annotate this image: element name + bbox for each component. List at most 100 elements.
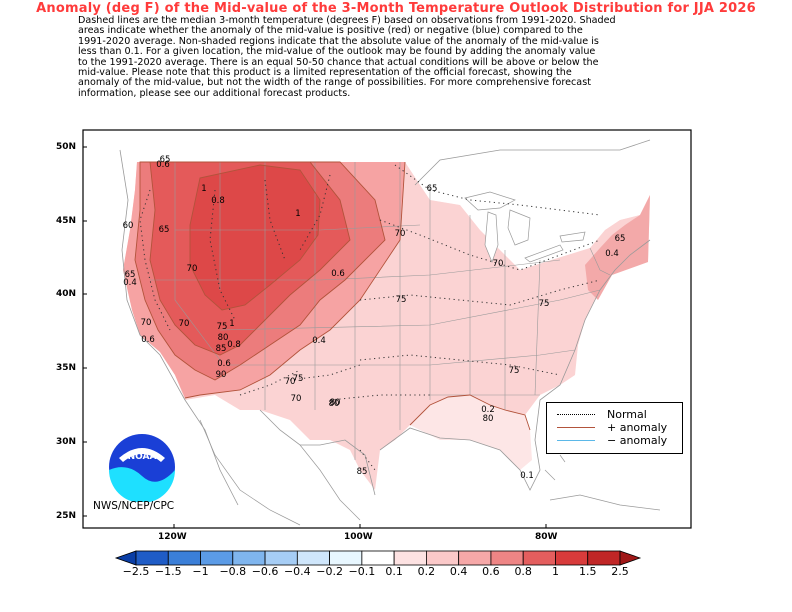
- colorbar-tick-label: 0.6: [482, 565, 500, 578]
- normal-contour-label: 75: [396, 295, 407, 305]
- contour-labels: 6565707570707075808580756560657065707580…: [123, 155, 626, 481]
- coastline: [119, 139, 651, 506]
- colorbar-tick-label: 0.2: [417, 565, 436, 578]
- colorbar-segment: [458, 550, 492, 566]
- description-line: less than 0.1. For a given location, the…: [78, 46, 596, 58]
- colorbar-tick-label: −0.8: [219, 565, 247, 578]
- legend-label-positive: + anomaly: [607, 421, 668, 434]
- normal-contour-label: 80: [483, 414, 494, 424]
- anomaly-contour-label: 0.6: [217, 359, 231, 369]
- colorbar-tick-label: 0.8: [514, 565, 532, 578]
- lake-ontario: [559, 231, 586, 243]
- anomaly-contour-label: 0.1: [520, 471, 534, 481]
- noaa-logo-text: NOAA: [128, 452, 157, 462]
- colorbar-segment: [167, 550, 201, 566]
- normal-contour-label: 75: [217, 322, 228, 332]
- anomaly-contours: [134, 161, 531, 431]
- normal-contour-label: 65: [427, 184, 438, 194]
- legend-swatch-normal: [557, 414, 595, 415]
- normal-contour-label: 80: [218, 333, 229, 343]
- normal-contour-label: 70: [395, 229, 406, 239]
- normal-contour-label: 70: [179, 319, 190, 329]
- lake-huron: [507, 209, 531, 246]
- map-title: Anomaly (deg F) of the Mid-value of the …: [36, 1, 756, 16]
- colorbar-tick-label: 2.5: [611, 565, 629, 578]
- description-line: areas indicate whether the anomaly of th…: [78, 25, 583, 37]
- axis-ticks: [83, 146, 547, 528]
- legend-label-negative: − anomaly: [607, 434, 668, 447]
- shade-1: [190, 165, 320, 310]
- colorbar-tick-label: 1: [551, 565, 559, 578]
- anomaly-contour-label: 1: [201, 184, 206, 194]
- normal-contour-label: 65: [125, 270, 136, 280]
- anomaly-contour-label: 0.8: [227, 340, 241, 350]
- description-line: Dashed lines are the median 3-month temp…: [78, 15, 616, 26]
- anomaly-contour-label: 0.6: [331, 269, 345, 279]
- description-line: to the 1991-2020 average. There is an eq…: [78, 56, 599, 68]
- description-line: mid-value. Please note that this product…: [78, 67, 572, 79]
- colorbar-segment: [361, 550, 395, 566]
- normal-contour-label: 75: [509, 366, 520, 376]
- shade-0.4-ne: [585, 195, 650, 300]
- colorbar-tick-label: −0.2: [316, 565, 343, 578]
- legend-label-normal: Normal: [607, 408, 647, 421]
- legend-swatch-negative: [557, 440, 595, 441]
- colorbar-tick-label: −1.5: [154, 565, 182, 578]
- description-line: anomaly of the mid-value, but not the wi…: [78, 77, 591, 89]
- mexico-outline: [199, 419, 661, 526]
- lake-erie: [524, 244, 564, 263]
- normal-contour-label: 70: [291, 394, 302, 404]
- colorbar-segment: [200, 550, 234, 566]
- colorbar-tick-label: −0.6: [251, 565, 279, 578]
- description-line: information, please see our additional f…: [78, 87, 351, 99]
- normal-contour-label: 70: [187, 264, 198, 274]
- anomaly-contour-label: 0.4: [605, 249, 619, 259]
- normal-contour-label: 80: [329, 399, 340, 409]
- normal-contour-label: 75: [539, 299, 550, 309]
- colorbar-triangle-min: [114, 550, 137, 566]
- lon-label-120w: 120W: [158, 532, 187, 542]
- lat-label-35n: 35N: [56, 363, 77, 373]
- colorbar-tick-label: −1: [192, 565, 209, 578]
- anomaly-contour-label: 0.8: [211, 196, 225, 206]
- lake-superior: [464, 191, 516, 211]
- lon-label-100w: 100W: [344, 532, 373, 542]
- colorbar-tick-label: −0.4: [283, 565, 311, 578]
- lat-label-40n: 40N: [56, 289, 77, 299]
- colorbar-tick-label: 1.5: [578, 565, 597, 578]
- normal-contours: [139, 164, 601, 471]
- lake-michigan: [484, 211, 499, 263]
- normal-contour-label: 85: [216, 344, 227, 354]
- colorbar-segment: [232, 550, 266, 566]
- anomaly-contour-label: 0.6: [141, 335, 155, 345]
- anomaly-contour-label: 0.2: [481, 405, 495, 415]
- colorbar-segment: [522, 550, 556, 566]
- noaa-logo: NOAA: [109, 434, 175, 502]
- normal-contour-label: 70: [141, 318, 152, 328]
- legend-box: Normal + anomaly − anomaly: [546, 402, 683, 454]
- normal-contour-label: 70: [285, 377, 296, 387]
- normal-contour-label: 60: [123, 221, 134, 231]
- anomaly-contour-label: 0.6: [156, 160, 170, 170]
- normal-contour-label: 70: [493, 259, 504, 269]
- legend-swatch-positive: [557, 427, 595, 428]
- colorbar-segment: [425, 550, 460, 566]
- normal-contour-label: 85: [357, 467, 368, 477]
- anomaly-contour-label: 0.4: [312, 336, 326, 346]
- colorbar-segment: [264, 550, 298, 566]
- colorbar-triangle-max: [619, 550, 642, 566]
- normal-contour-label: 65: [615, 234, 626, 244]
- anomaly-contour-label: 1: [229, 319, 234, 329]
- lat-label-50n: 50N: [56, 142, 77, 152]
- anomaly-contour-label: 0.4: [123, 278, 137, 288]
- agency-label: NWS/NCEP/CPC: [93, 500, 175, 512]
- description-line: 1991-2020 average. Non-shaded regions in…: [78, 35, 599, 47]
- colorbar: [114, 550, 642, 566]
- normal-contour-label: 90: [216, 370, 227, 380]
- colorbar-tick-label: −2.5: [122, 565, 150, 578]
- colorbar-tick-label: 0.4: [449, 565, 468, 578]
- colorbar-segment: [329, 550, 363, 566]
- colorbar-tick-label: −0.1: [348, 565, 376, 578]
- normal-contour-label: 75: [293, 374, 304, 384]
